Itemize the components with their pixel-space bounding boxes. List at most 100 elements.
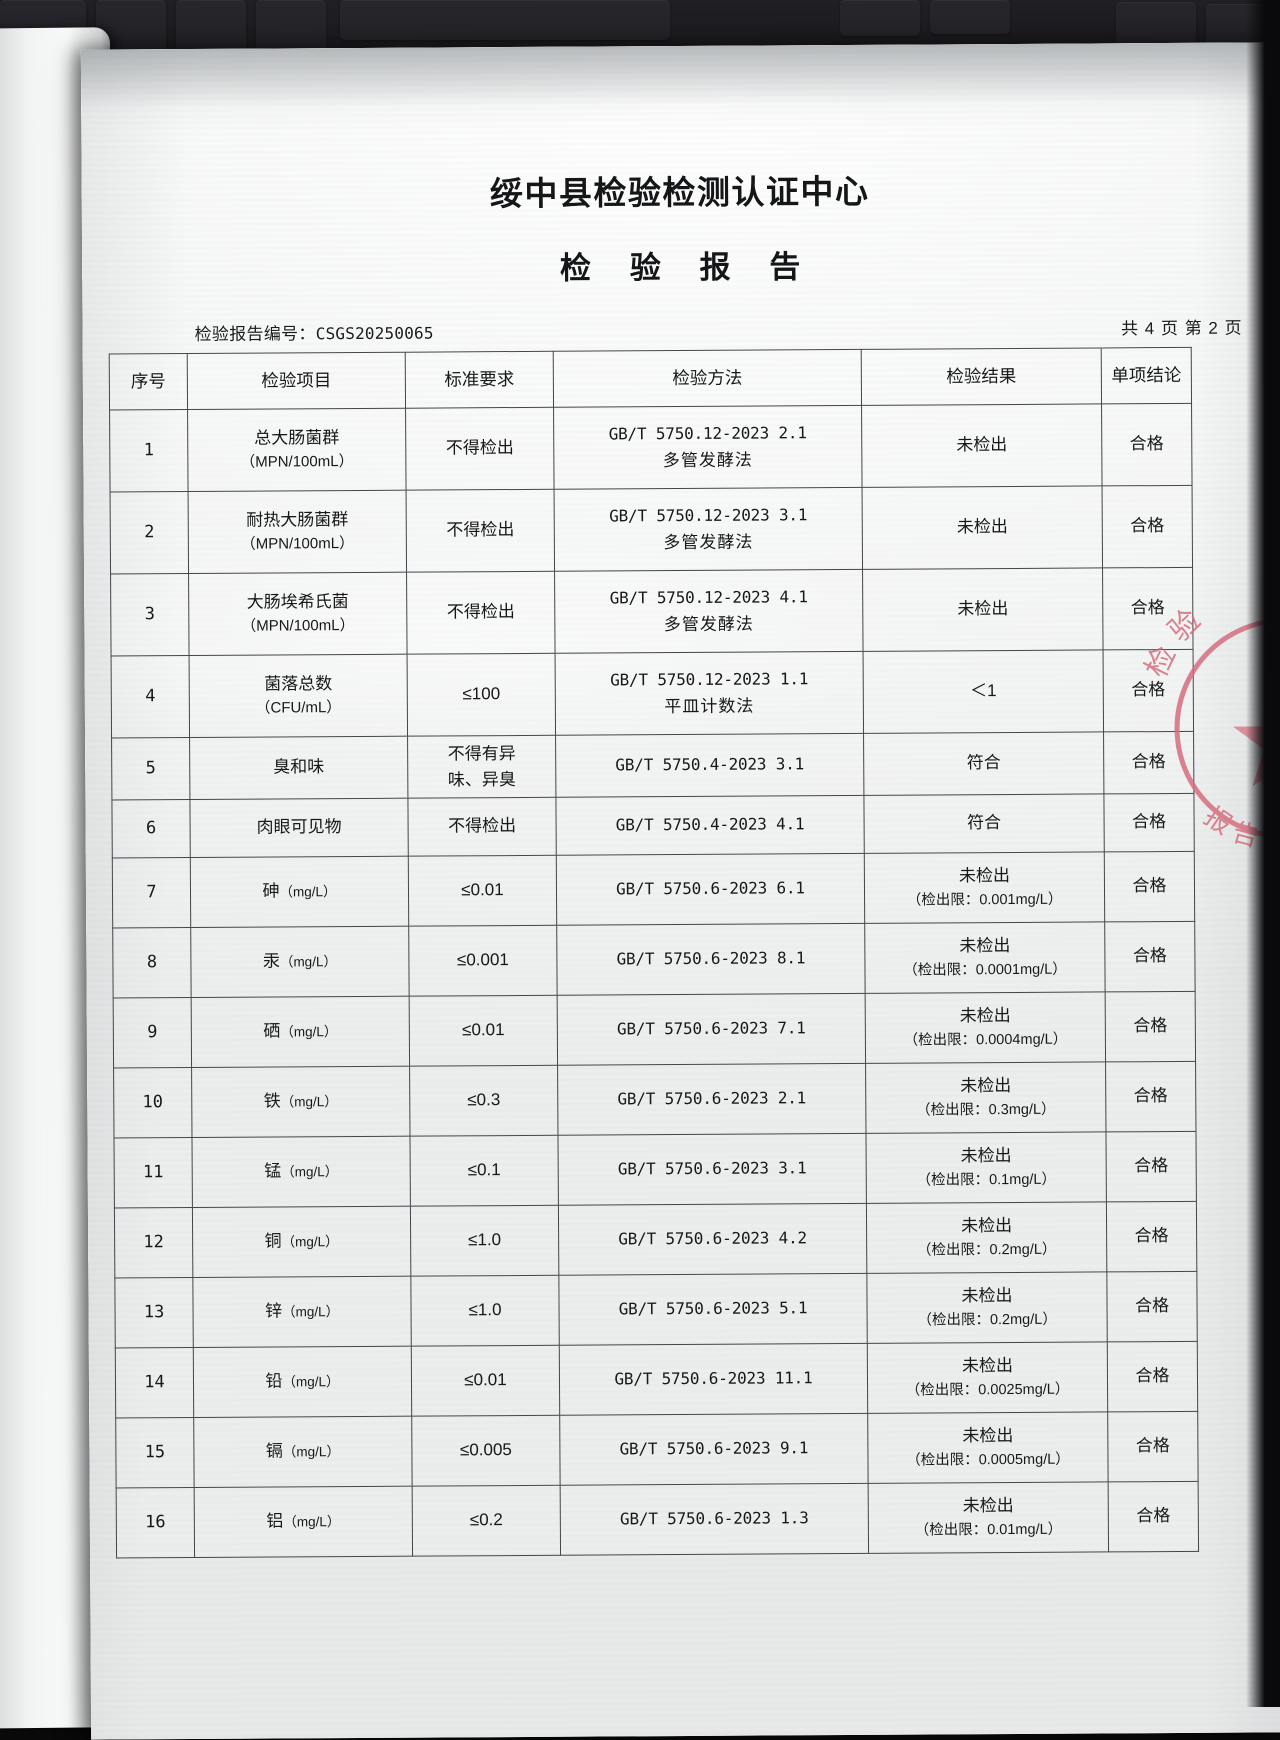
cell-method: GB/T 5750.6-2023 7.1 bbox=[557, 993, 866, 1066]
cell-item-name: 大肠埃希氏菌 bbox=[246, 592, 349, 612]
cell-no: 3 bbox=[110, 573, 190, 656]
cell-conclusion: 合格 bbox=[1104, 851, 1195, 922]
cell-standard-line2: 味、异臭 bbox=[447, 769, 516, 789]
cell-item: 耐热大肠菌群 （MPN/100mL） bbox=[188, 490, 407, 574]
cell-method: GB/T 5750.4-2023 3.1 bbox=[555, 733, 864, 798]
cell-item: 肉眼可见物 bbox=[189, 798, 409, 858]
cell-method-code: GB/T 5750.6-2023 2.1 bbox=[617, 1088, 807, 1109]
cell-result: 符合 bbox=[863, 731, 1104, 796]
cell-result: 未检出 （检出限：0.0025mg/L） bbox=[867, 1341, 1108, 1414]
inspection-report-document: 绥中县检验检测认证中心 检 验 报 告 检验报告编号：CSGS20250065 … bbox=[81, 42, 1280, 1559]
cell-item: 锰（mg/L） bbox=[191, 1136, 411, 1208]
cell-result-detection-limit: （检出限：0.2mg/L） bbox=[917, 1311, 1057, 1329]
table-row: 14 铅（mg/L） ≤0.01 GB/T 5750.6-2023 11.1 未检出 （检… bbox=[115, 1341, 1198, 1418]
cell-method-code: GB/T 5750.6-2023 11.1 bbox=[614, 1368, 813, 1389]
cell-no: 6 bbox=[111, 799, 191, 858]
cell-conclusion: 合格 bbox=[1106, 1201, 1197, 1272]
cell-no: 4 bbox=[111, 655, 190, 738]
cell-method: GB/T 5750.12-2023 2.1 多管发酵法 bbox=[553, 405, 863, 490]
cell-method: GB/T 5750.6-2023 2.1 bbox=[557, 1063, 866, 1136]
cell-method: GB/T 5750.6-2023 5.1 bbox=[558, 1273, 868, 1346]
cell-method: GB/T 5750.4-2023 4.1 bbox=[555, 795, 865, 856]
cell-standard-value: ≤1.0 bbox=[468, 1230, 502, 1250]
cell-result-detection-limit: （检出限：0.3mg/L） bbox=[916, 1102, 1056, 1119]
cell-standard-value: ≤1.0 bbox=[468, 1300, 502, 1320]
cell-result-detection-limit: （检出限：0.0004mg/L） bbox=[903, 1031, 1068, 1049]
cell-item-unit: （mg/L） bbox=[279, 884, 337, 900]
cell-conclusion: 合格 bbox=[1106, 1271, 1198, 1342]
table-row: 9 硒（mg/L） ≤0.01 GB/T 5750.6-2023 7.1 未检出 （检出限… bbox=[113, 991, 1196, 1068]
cell-method: GB/T 5750.12-2023 4.1 多管发酵法 bbox=[554, 569, 864, 654]
cell-result-value: 未检出 bbox=[959, 1006, 1011, 1026]
cell-result-detection-limit: （检出限：0.01mg/L） bbox=[914, 1521, 1063, 1539]
cell-result-value: 未检出 bbox=[959, 936, 1011, 956]
cell-standard-value: ≤0.001 bbox=[456, 950, 509, 970]
cell-method-code: GB/T 5750.6-2023 6.1 bbox=[616, 878, 805, 899]
cell-standard-line1: 不得有异 bbox=[447, 744, 516, 764]
cell-item: 菌落总数 （CFU/mL） bbox=[189, 654, 408, 738]
cell-standard: ≤0.1 bbox=[409, 1135, 559, 1207]
cell-method-code: GB/T 5750.6-2023 9.1 bbox=[619, 1438, 809, 1459]
cell-standard-value: 不得检出 bbox=[446, 520, 515, 540]
cell-item-name: 砷 bbox=[262, 881, 280, 902]
cell-result: 未检出 （检出限：0.01mg/L） bbox=[868, 1481, 1109, 1554]
cell-item-name: 铝 bbox=[266, 1511, 284, 1532]
cell-item: 锌（mg/L） bbox=[192, 1276, 412, 1348]
cell-standard: 不得检出 bbox=[405, 407, 555, 491]
cell-item: 汞（mg/L） bbox=[190, 926, 410, 998]
cell-result-detection-limit: （检出限：0.0001mg/L） bbox=[903, 961, 1067, 979]
cell-method-code: GB/T 5750.12-2023 4.1 bbox=[609, 587, 808, 608]
cell-result-value: 符合 bbox=[967, 813, 1002, 833]
cell-method: GB/T 5750.6-2023 4.2 bbox=[558, 1203, 867, 1276]
table-row: 1 总大肠菌群 （MPN/100mL） 不得检出 GB/T 5750.12-2023 2… bbox=[109, 403, 1193, 492]
col-header-item: 检验项目 bbox=[187, 352, 406, 410]
table-row: 16 铝（mg/L） ≤0.2 GB/T 5750.6-2023 1.3 未检出 （检出限… bbox=[116, 1481, 1199, 1558]
cell-item-name: 铜 bbox=[264, 1231, 282, 1252]
cell-result: 未检出 （检出限：0.0005mg/L） bbox=[867, 1411, 1109, 1484]
cell-standard: ≤0.3 bbox=[409, 1065, 558, 1137]
cell-conclusion: 合格 bbox=[1105, 991, 1196, 1062]
table-row: 7 砷（mg/L） ≤0.01 GB/T 5750.6-2023 6.1 未检出 （检出限… bbox=[112, 851, 1195, 928]
cell-item-name: 耐热大肠菌群 bbox=[246, 510, 349, 530]
table-row: 8 汞（mg/L） ≤0.001 GB/T 5750.6-2023 8.1 未检出 （检出… bbox=[112, 921, 1196, 998]
cell-result-detection-limit: （检出限：0.0005mg/L） bbox=[906, 1451, 1070, 1469]
table-header-row: 序号 检验项目 标准要求 检验方法 检验结果 单项结论 bbox=[109, 347, 1192, 411]
cell-item: 硒（mg/L） bbox=[191, 996, 410, 1068]
cell-result-value: 未检出 bbox=[961, 1286, 1013, 1306]
cell-method: GB/T 5750.6-2023 1.3 bbox=[560, 1483, 869, 1556]
cell-standard-value: 不得检出 bbox=[448, 816, 517, 836]
cell-item: 镉（mg/L） bbox=[193, 1416, 413, 1488]
cell-result-value: 未检出 bbox=[960, 1216, 1013, 1236]
cell-item-unit: （mg/L） bbox=[282, 1374, 340, 1390]
cell-method: GB/T 5750.6-2023 8.1 bbox=[556, 923, 866, 996]
cell-item-name: 肉眼可见物 bbox=[256, 817, 342, 838]
report-number-value: CSGS20250065 bbox=[315, 323, 434, 344]
cell-result-value: 未检出 bbox=[962, 1426, 1014, 1446]
cell-method-code: GB/T 5750.6-2023 8.1 bbox=[616, 948, 806, 969]
cell-standard: 不得检出 bbox=[406, 489, 555, 573]
cell-item-name: 镉 bbox=[265, 1441, 283, 1462]
cell-result-value: 未检出 bbox=[960, 1146, 1012, 1166]
cell-result-value: 未检出 bbox=[961, 1356, 1013, 1376]
table-row: 4 菌落总数 （CFU/mL） ≤100 GB/T 5750.12-2023 1.1 平皿… bbox=[111, 649, 1194, 738]
cell-item-name: 铁 bbox=[263, 1091, 281, 1112]
cell-method-code: GB/T 5750.6-2023 5.1 bbox=[618, 1298, 808, 1319]
col-header-conclusion: 单项结论 bbox=[1101, 347, 1192, 404]
col-header-result: 检验结果 bbox=[861, 347, 1102, 406]
cell-item: 铜（mg/L） bbox=[192, 1206, 411, 1278]
cell-method-name: 平皿计数法 bbox=[664, 696, 755, 718]
cell-standard: ≤0.005 bbox=[411, 1415, 561, 1487]
cell-result: 未检出 （检出限：0.0004mg/L） bbox=[865, 991, 1106, 1064]
cell-item-unit: （mg/L） bbox=[280, 1024, 338, 1040]
cell-conclusion: 合格 bbox=[1108, 1481, 1199, 1552]
table-row: 13 锌（mg/L） ≤1.0 GB/T 5750.6-2023 5.1 未检出 （检出限… bbox=[114, 1271, 1198, 1348]
table-row: 5 臭和味 不得有异 味、异臭 GB/T 5750.4-2023 3.1 符合 合格 bbox=[111, 731, 1194, 800]
cell-standard-value: ≤0.005 bbox=[459, 1440, 512, 1460]
cell-standard: ≤0.001 bbox=[408, 925, 558, 997]
cell-method-code: GB/T 5750.12-2023 3.1 bbox=[609, 505, 808, 526]
cell-no: 9 bbox=[113, 997, 192, 1068]
cell-result: 未检出 （检出限：0.1mg/L） bbox=[865, 1131, 1107, 1204]
cell-conclusion: 合格 bbox=[1103, 731, 1194, 794]
cell-no: 1 bbox=[109, 409, 189, 492]
cell-conclusion: 合格 bbox=[1105, 1061, 1196, 1132]
